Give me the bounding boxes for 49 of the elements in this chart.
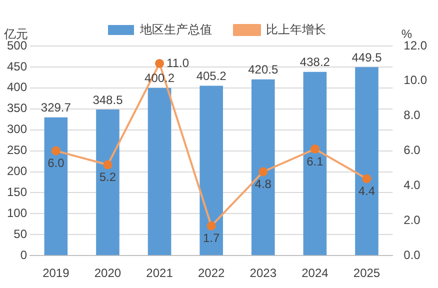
y2-axis-title: % [401, 27, 412, 41]
y-tick-label: 150 [6, 185, 28, 200]
bar [148, 88, 172, 256]
y-tick-label: 500 [6, 38, 28, 52]
y2-tick-label: 8.0 [404, 108, 421, 122]
y2-tick-label: 4.0 [404, 178, 421, 192]
bar [355, 67, 378, 256]
bar [251, 79, 275, 256]
y2-tick-label: 6.0 [404, 143, 421, 158]
y-tick-label: 200 [6, 164, 28, 178]
x-tick-label: 2025 [353, 266, 380, 280]
y-tick-label: 450 [6, 59, 28, 74]
y2-tick-label: 12.0 [404, 38, 428, 52]
bar [96, 110, 120, 256]
data-label: 11.0 [166, 56, 190, 70]
data-label: 420.5 [248, 62, 278, 77]
y-tick-label: 350 [6, 101, 28, 116]
data-label: 6.0 [48, 156, 65, 170]
y2-tick-label: 10.0 [404, 73, 428, 88]
legend-label: 比上年增长 [266, 22, 326, 36]
bar [200, 86, 223, 256]
y-tick-label: 0 [20, 248, 28, 262]
bar [303, 72, 327, 256]
data-label: 438.2 [300, 55, 330, 70]
x-tick-label: 2019 [42, 266, 70, 280]
x-tick-label: 2021 [146, 266, 174, 280]
data-label: 329.7 [40, 100, 72, 115]
y-tick-label: 100 [6, 206, 28, 220]
x-tick-label: 2022 [198, 266, 226, 280]
data-label: 6.1 [306, 154, 324, 168]
x-tick-label: 2020 [94, 266, 122, 280]
x-tick-label: 2023 [250, 266, 277, 280]
y-axis-title: 亿元 [3, 27, 28, 41]
data-label: 5.2 [99, 170, 116, 184]
x-tick-label: 2024 [302, 266, 329, 280]
y-tick-label: 250 [6, 143, 28, 158]
y-tick-label: 50 [14, 226, 28, 241]
data-label: 4.8 [254, 177, 272, 192]
data-label: 4.4 [358, 184, 376, 198]
data-label: 348.5 [92, 92, 124, 107]
y2-tick-label: 2.0 [404, 212, 421, 227]
data-label: 449.5 [352, 50, 382, 64]
y-tick-label: 300 [6, 122, 28, 136]
bar [44, 117, 68, 256]
y-tick-label: 400 [6, 80, 28, 94]
data-label: 405.2 [196, 69, 227, 84]
data-label: 1.7 [202, 231, 220, 246]
legend-label: 地区生产总值 [139, 22, 212, 36]
y2-tick-label: 0.0 [404, 248, 421, 262]
